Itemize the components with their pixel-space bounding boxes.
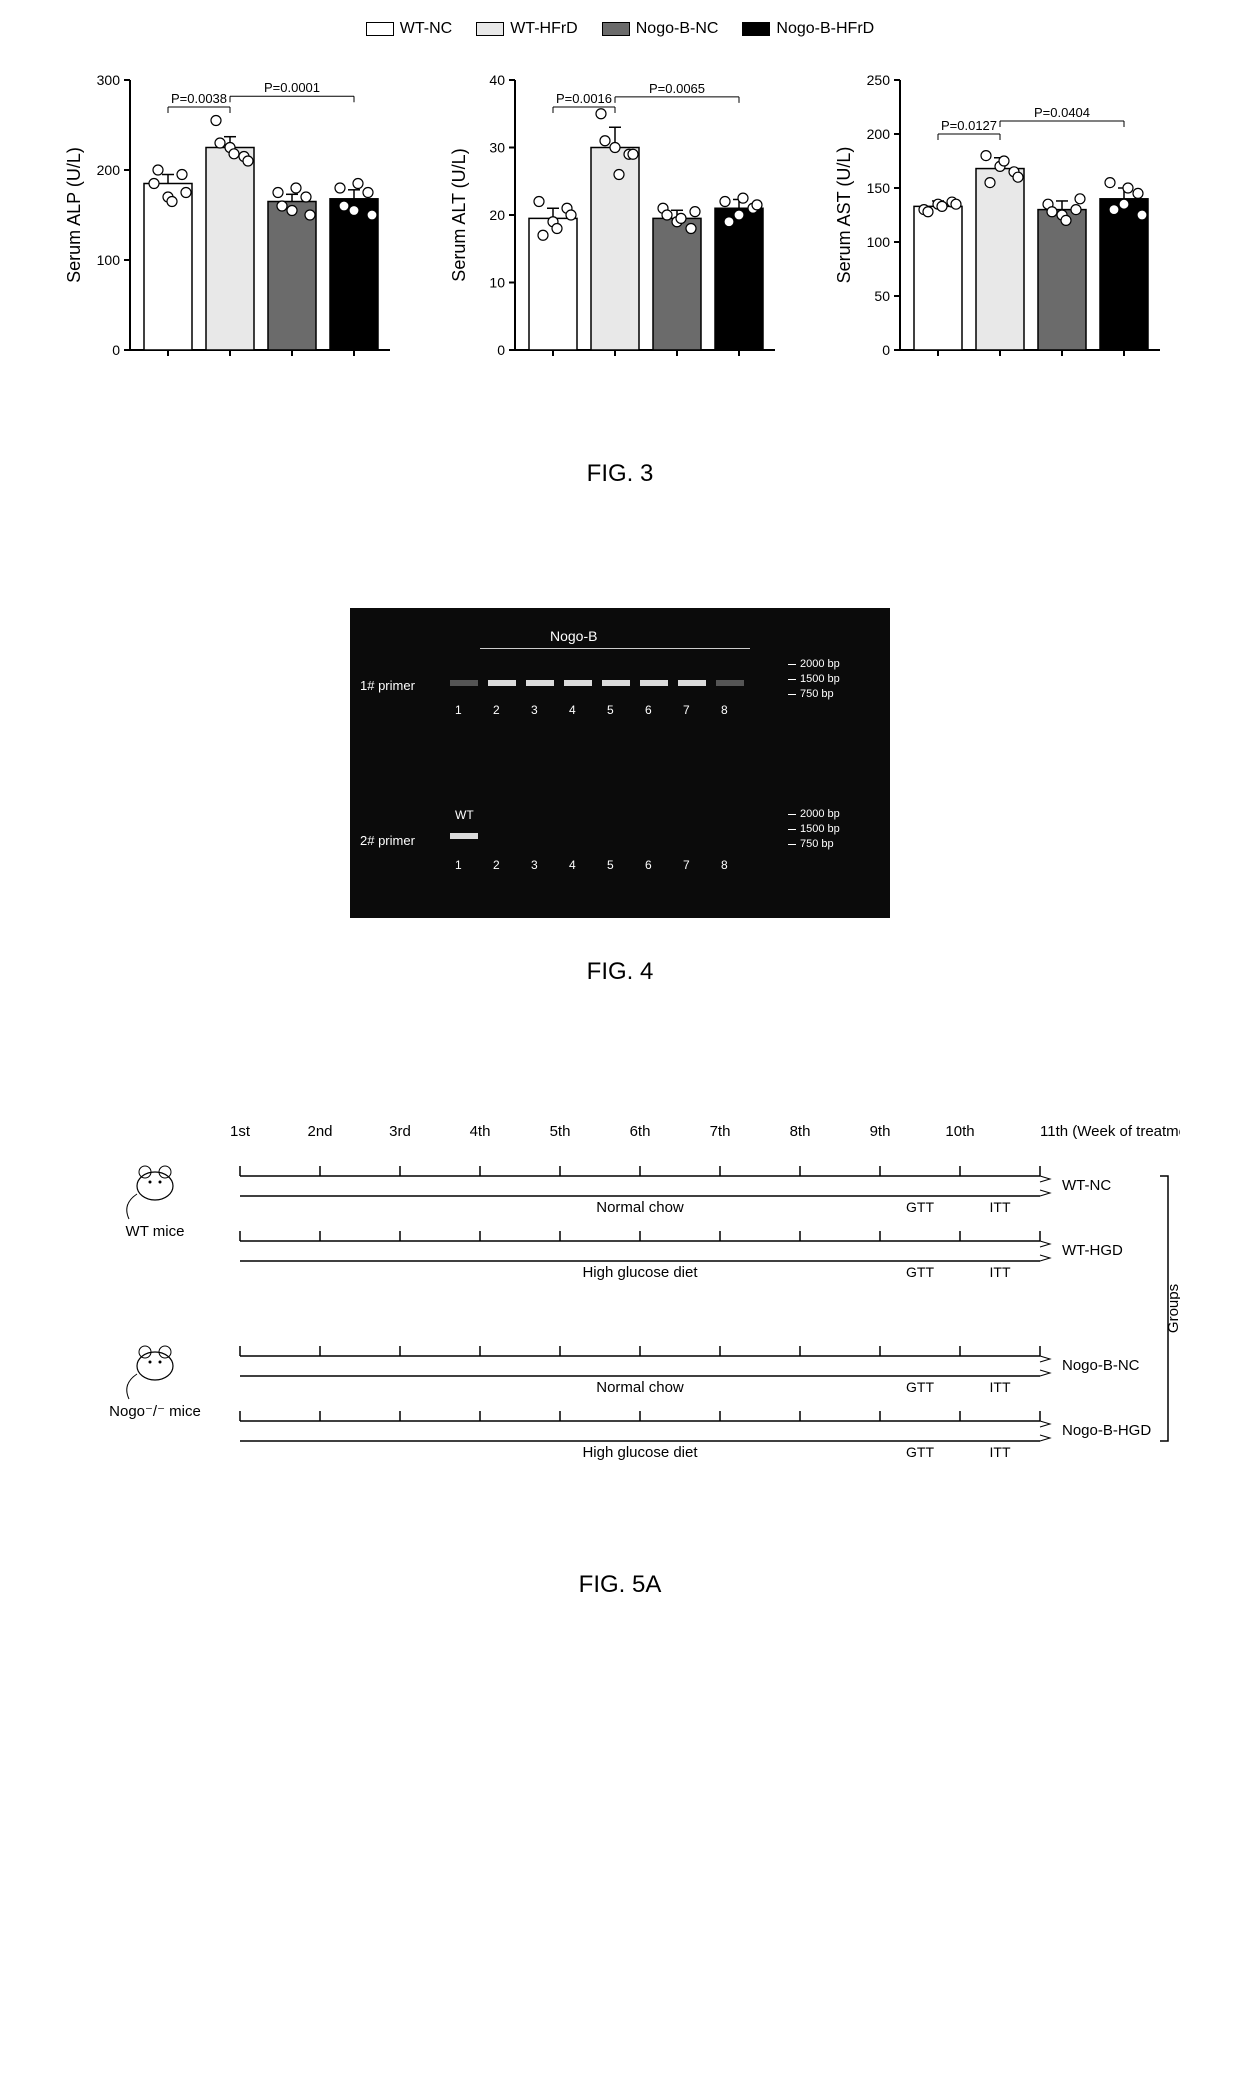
svg-text:P=0.0127: P=0.0127 [941,118,997,133]
svg-text:Serum ALT (U/L): Serum ALT (U/L) [449,148,469,281]
gel-block: Nogo-B1# primer2# primerWT11223344556677… [60,608,1180,918]
legend-label: WT-HFrD [510,20,578,38]
svg-text:GTT: GTT [906,1379,934,1395]
svg-text:50: 50 [874,288,890,304]
timeline-block: 1st 2nd 3rd 4th 5th 6th 7th 8th 9th 10th 11th (Wee… [60,1106,1180,1531]
chart-alt: 0 10 20 30 40 Serum ALT (U/L) P=0.0016 P=0.0065 [445,50,795,380]
swatch [476,22,504,36]
svg-text:ITT: ITT [990,1444,1011,1460]
svg-text:100: 100 [97,252,121,268]
legend-label: Nogo-B-HFrD [776,20,874,38]
svg-text:4th: 4th [470,1123,491,1140]
svg-text:P=0.0016: P=0.0016 [556,91,612,106]
svg-text:250: 250 [867,72,891,88]
svg-text:11th (Week of treatment): 11th (Week of treatment) [1040,1123,1180,1140]
svg-text:6th: 6th [630,1123,651,1140]
swatch [602,22,630,36]
fig5a-caption: FIG. 5A [60,1571,1180,1599]
svg-text:WT mice: WT mice [126,1223,185,1240]
svg-text:30: 30 [489,140,505,156]
charts-row: 0100200300Serum ALP (U/L)P=0.0038P=0.000… [60,50,1180,380]
svg-text:Serum ALP (U/L): Serum ALP (U/L) [64,147,84,283]
legend-label: WT-NC [400,20,452,38]
svg-text:High glucose diet: High glucose diet [582,1264,698,1281]
fig3-caption: FIG. 3 [60,460,1180,488]
swatch [366,22,394,36]
chart-alp: 0 100 200 300 Serum ALP (U/L) P=0.0038 P=0.000… [60,50,410,380]
svg-text:100: 100 [867,234,891,250]
svg-text:High glucose diet: High glucose diet [582,1444,698,1461]
legend: WT-NC WT-HFrD Nogo-B-NC Nogo-B-HFrD [60,20,1180,38]
svg-text:0: 0 [112,342,120,358]
svg-text:GTT: GTT [906,1444,934,1460]
svg-text:GTT: GTT [906,1264,934,1280]
gel-image: Nogo-B1# primer2# primerWT11223344556677… [350,608,890,918]
swatch [742,22,770,36]
svg-text:9th: 9th [870,1123,891,1140]
svg-text:WT-HGD: WT-HGD [1062,1242,1123,1259]
svg-text:150: 150 [867,180,891,196]
svg-text:200: 200 [867,126,891,142]
svg-text:Nogo-B-HGD: Nogo-B-HGD [1062,1422,1151,1439]
svg-text:1st: 1st [230,1123,251,1140]
svg-text:Nogo⁻/⁻ mice: Nogo⁻/⁻ mice [109,1403,201,1420]
svg-text:Nogo-B-NC: Nogo-B-NC [1062,1357,1140,1374]
svg-text:20: 20 [489,207,505,223]
svg-text:40: 40 [489,72,505,88]
legend-item: WT-NC [366,20,452,38]
svg-text:GTT: GTT [906,1199,934,1215]
svg-text:Normal chow: Normal chow [596,1199,684,1216]
legend-item: WT-HFrD [476,20,578,38]
svg-text:Serum AST (U/L): Serum AST (U/L) [834,147,854,284]
svg-text:300: 300 [97,72,121,88]
fig4-caption: FIG. 4 [60,958,1180,986]
svg-text:3rd: 3rd [389,1123,411,1140]
svg-text:ITT: ITT [990,1379,1011,1395]
svg-text:Normal chow: Normal chow [596,1379,684,1396]
svg-text:WT-NC: WT-NC [1062,1177,1111,1194]
svg-text:P=0.0404: P=0.0404 [1034,105,1090,120]
legend-item: Nogo-B-NC [602,20,719,38]
svg-text:P=0.0001: P=0.0001 [264,80,320,95]
svg-text:P=0.0065: P=0.0065 [649,81,705,96]
svg-text:8th: 8th [790,1123,811,1140]
svg-text:2nd: 2nd [307,1123,332,1140]
svg-text:10: 10 [489,275,505,291]
svg-text:ITT: ITT [990,1264,1011,1280]
legend-item: Nogo-B-HFrD [742,20,874,38]
svg-text:7th: 7th [710,1123,731,1140]
svg-text:200: 200 [97,162,121,178]
svg-text:10th: 10th [945,1123,974,1140]
svg-text:0: 0 [497,342,505,358]
chart-ast: 0 50 100 150 200 250 Serum AST (U/L) P=0.0127 P=… [830,50,1180,380]
svg-text:5th: 5th [550,1123,571,1140]
svg-text:Groups: Groups [1165,1284,1180,1333]
svg-text:0: 0 [882,342,890,358]
legend-label: Nogo-B-NC [636,20,719,38]
svg-text:ITT: ITT [990,1199,1011,1215]
svg-text:P=0.0038: P=0.0038 [171,91,227,106]
